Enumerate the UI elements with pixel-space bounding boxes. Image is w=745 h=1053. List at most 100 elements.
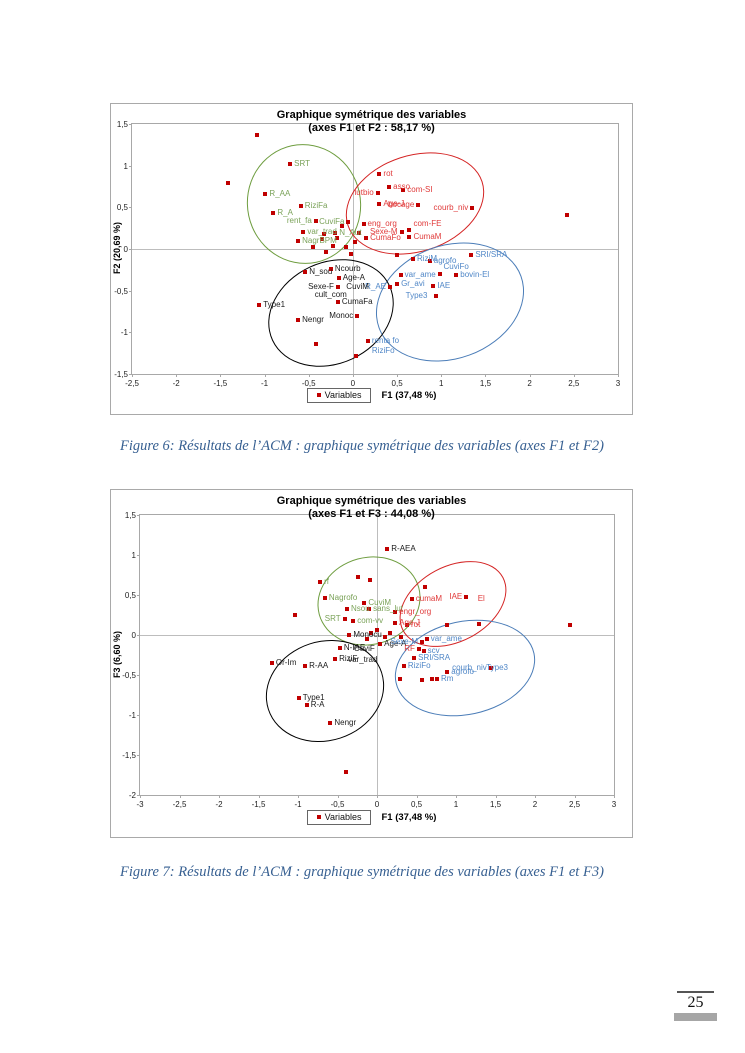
point-label: bovin-El	[460, 269, 490, 279]
x-tick-mark	[495, 795, 497, 798]
point-label: SRI/SRA	[418, 653, 451, 663]
point-label: cult_com	[314, 289, 347, 299]
x-tick-mark	[140, 795, 141, 798]
data-point	[292, 613, 297, 617]
point-label: N_Aut	[339, 228, 362, 238]
zero-y-axis-line	[377, 515, 378, 795]
data-point	[398, 272, 403, 277]
y-tick-label: 1	[123, 161, 128, 171]
point-label: Type1	[302, 693, 325, 703]
y-tick-label: -2	[128, 791, 136, 800]
point-label: Age-A	[384, 638, 407, 648]
point-label: lutbio	[354, 188, 374, 198]
x-tick-label: 0	[350, 379, 356, 388]
figure7-caption: Figure 7: Résultats de l’ACM : graphique…	[120, 864, 604, 880]
chart-subtitle: (axes F1 et F3 : 44,08 %)	[308, 508, 435, 520]
y-tick-label: -1	[120, 328, 128, 338]
point-label: com-SI	[407, 184, 433, 194]
x-tick-mark	[264, 374, 266, 377]
data-point	[430, 677, 435, 681]
legend-label: Variables	[324, 812, 362, 822]
x-tick-mark	[456, 795, 457, 798]
chart-title: Graphique symétrique des variables	[276, 495, 467, 507]
data-point	[304, 703, 309, 708]
data-point	[344, 606, 349, 611]
data-point	[331, 243, 336, 248]
data-point	[257, 302, 262, 307]
data-point	[488, 665, 493, 670]
plot-area: -3 -2,5 -2 -1,5 -1 -0,5 0 0,5 1 1,5 2 2,5 3 1,5 1 0,5 0 -…	[122, 511, 616, 809]
data-point	[324, 249, 329, 254]
data-point	[355, 313, 360, 318]
data-point	[321, 232, 326, 236]
point-label: SRI/SRA	[475, 249, 508, 259]
point-label: RiziFo	[407, 661, 431, 671]
data-point	[365, 338, 370, 343]
data-point	[367, 607, 372, 612]
point-label: Nengr	[334, 718, 357, 727]
data-point	[420, 640, 425, 645]
y-tick-label: 0,5	[116, 203, 128, 213]
y-tick-mark	[137, 795, 140, 796]
data-point	[353, 353, 358, 358]
point-label: eng_org	[367, 219, 397, 228]
point-label: N_sou	[309, 267, 333, 277]
y-tick-mark	[137, 755, 140, 756]
y-tick-mark	[129, 124, 132, 125]
data-point	[437, 272, 442, 276]
chart-title-block: Graphique symétrique des variables (axes…	[111, 495, 632, 521]
data-point	[385, 546, 390, 551]
x-tick-label: 3	[615, 379, 621, 388]
data-point	[470, 206, 475, 211]
data-point	[364, 236, 369, 241]
data-point	[296, 317, 301, 322]
x-tick-mark	[219, 795, 220, 798]
data-point	[412, 656, 417, 661]
y-tick-label: -0,5	[122, 671, 136, 680]
data-point	[421, 649, 426, 653]
legend-row: Variables F1 (37,48 %)	[111, 810, 632, 825]
cluster-ellipse	[252, 624, 398, 758]
y-tick-label: -1,5	[122, 751, 136, 760]
point-label: R_AE	[365, 281, 387, 291]
point-label: CumaFo	[370, 233, 401, 243]
y-axis-title: F3 (6,60 %)	[112, 630, 122, 678]
data-point	[333, 231, 338, 236]
x-tick-mark	[308, 374, 310, 377]
point-label: rent_fa	[286, 215, 312, 225]
x-tick-mark	[337, 795, 339, 798]
data-point	[377, 172, 382, 176]
x-tick-label: -3	[136, 800, 144, 809]
data-point	[298, 203, 303, 208]
x-tick-mark	[614, 795, 615, 798]
point-label: N-IAE	[343, 642, 366, 652]
point-label: Type1	[263, 299, 286, 309]
x-tick-mark	[441, 374, 443, 377]
data-point	[398, 635, 403, 640]
chart-subtitle: (axes F1 et F2 : 58,17 %)	[308, 122, 435, 134]
x-axis-title: F1 (37,48 %)	[381, 812, 437, 823]
x-tick-label: 0,5	[391, 379, 403, 388]
x-tick-mark	[416, 795, 418, 798]
chart-title-block: Graphique symétrique des variables (axes…	[111, 109, 632, 135]
legend-label: Variables	[324, 390, 362, 400]
data-point	[423, 585, 428, 589]
x-tick-label: 2	[532, 800, 538, 809]
y-tick-mark	[137, 635, 140, 636]
x-tick-mark	[176, 374, 178, 377]
point-label: engr_org	[399, 606, 432, 616]
point-label: CuviFa	[319, 217, 345, 227]
x-tick-label: -1,5	[213, 379, 228, 388]
data-point	[301, 230, 306, 235]
legend: Variables	[306, 388, 372, 403]
point-label: IAE	[437, 280, 451, 290]
data-point	[416, 647, 421, 652]
data-point	[303, 270, 308, 275]
x-tick-mark	[529, 374, 531, 377]
data-point	[401, 187, 406, 192]
data-point	[335, 299, 340, 304]
point-label: R_A	[277, 208, 293, 218]
y-tick-label: 0	[123, 245, 128, 254]
data-point	[407, 235, 412, 240]
data-point	[454, 272, 459, 277]
